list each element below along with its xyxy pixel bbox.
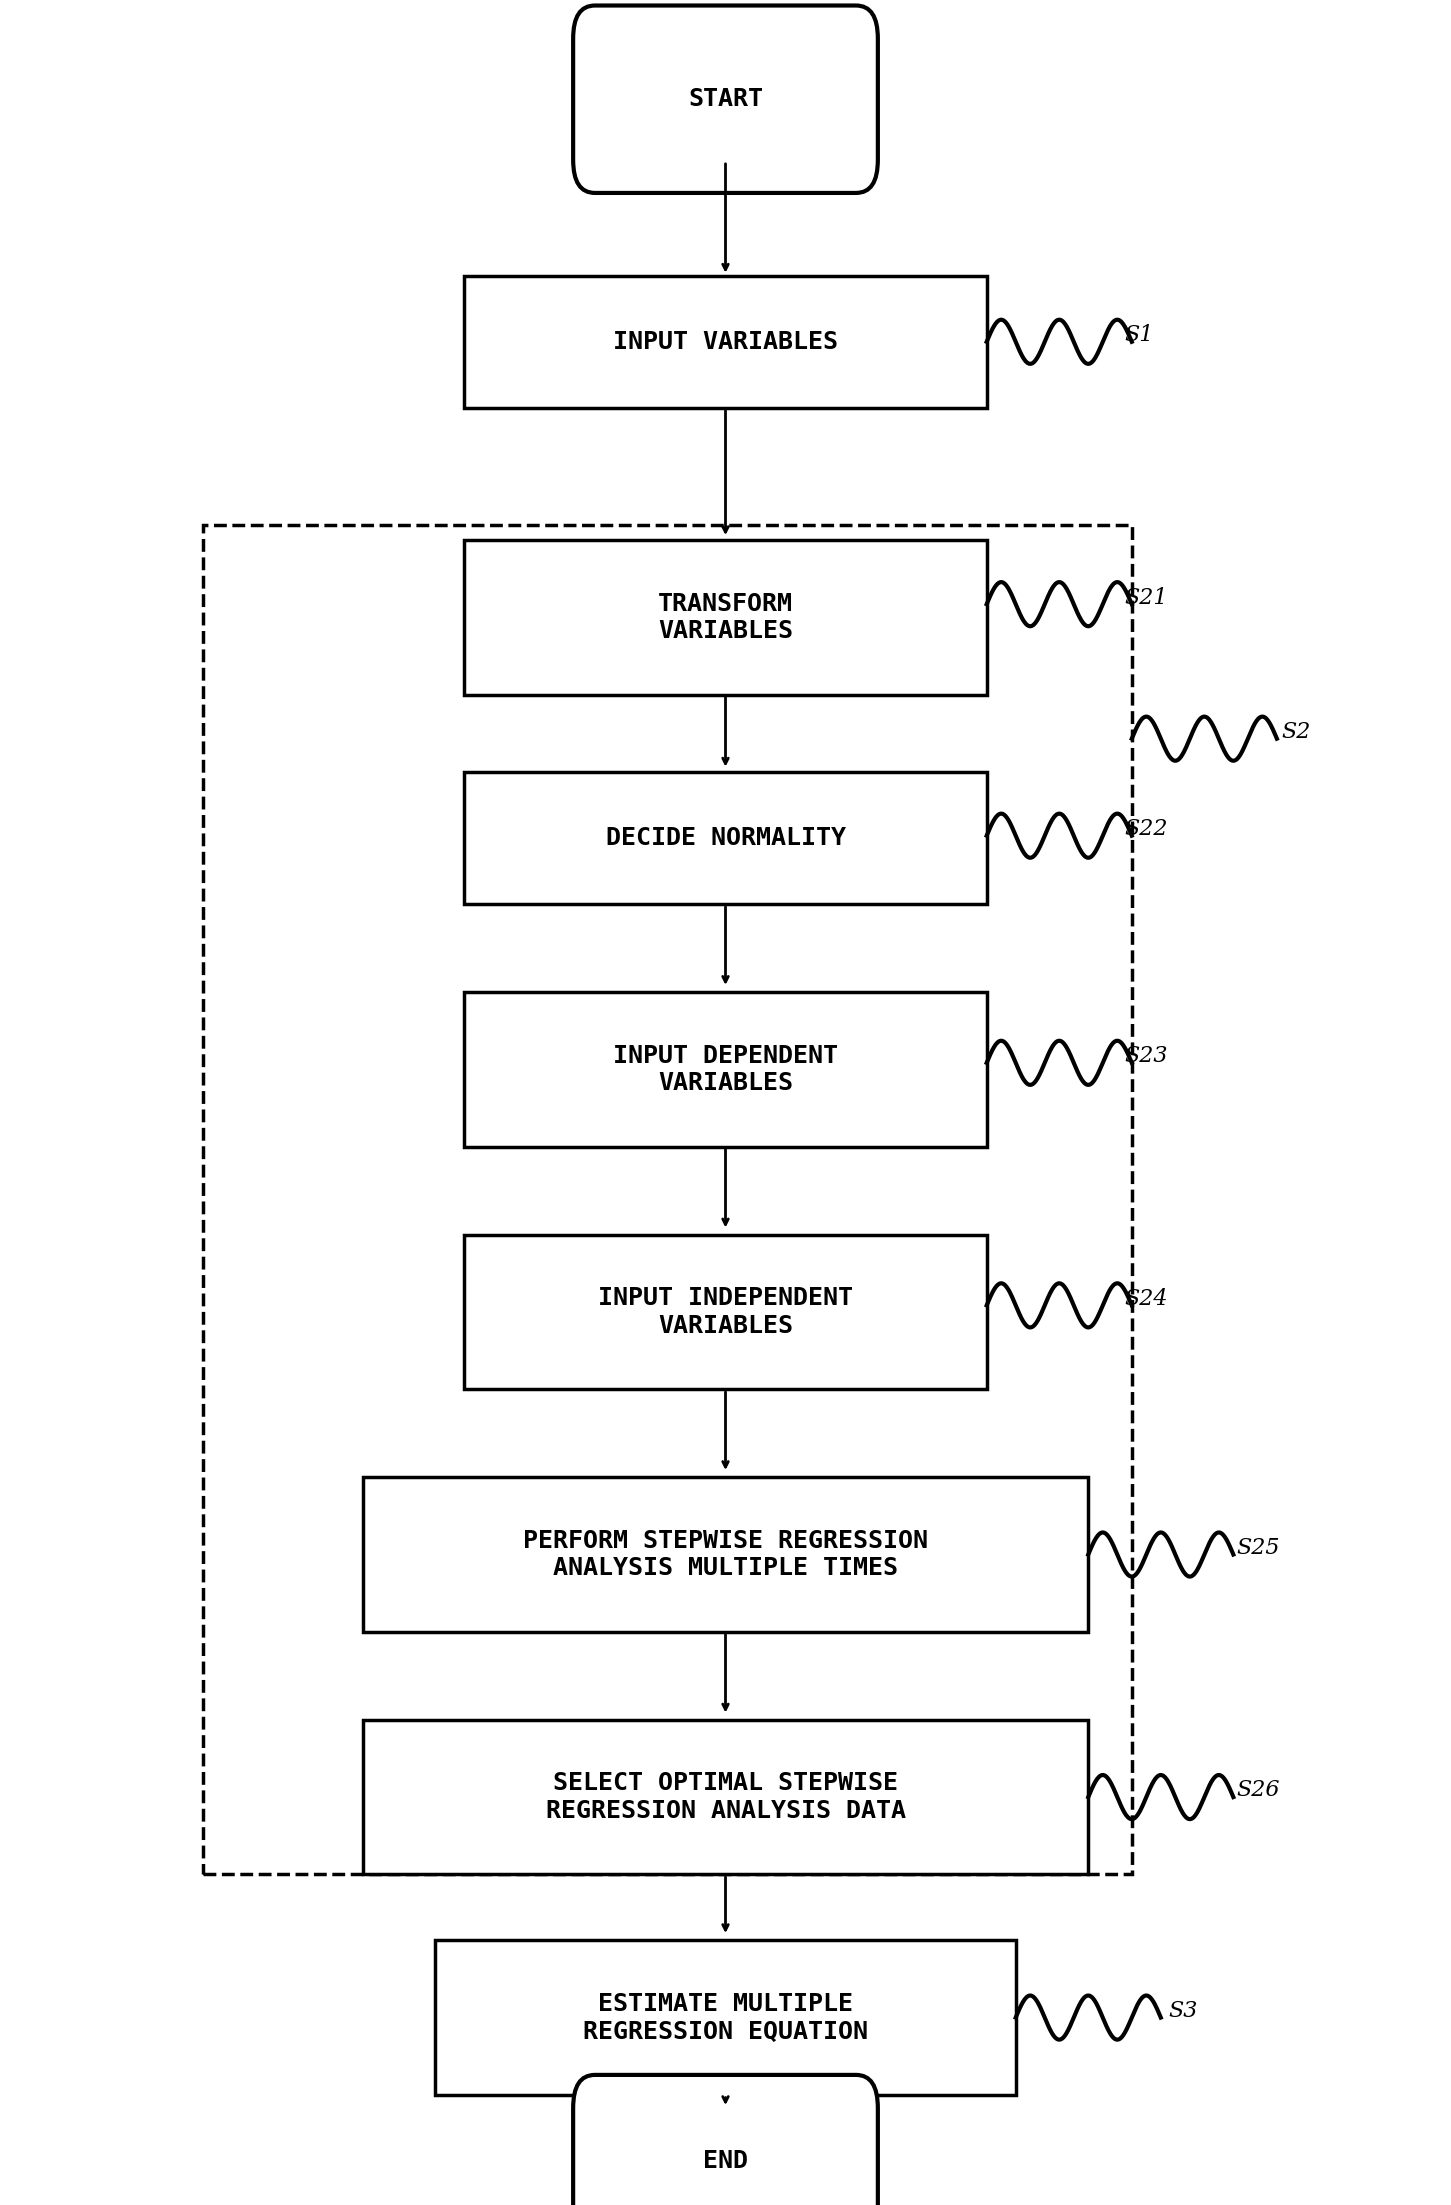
Text: S1: S1 — [1125, 324, 1154, 346]
FancyBboxPatch shape — [573, 7, 878, 194]
Text: SELECT OPTIMAL STEPWISE
REGRESSION ANALYSIS DATA: SELECT OPTIMAL STEPWISE REGRESSION ANALY… — [546, 1771, 905, 1824]
Text: PERFORM STEPWISE REGRESSION
ANALYSIS MULTIPLE TIMES: PERFORM STEPWISE REGRESSION ANALYSIS MUL… — [522, 1528, 929, 1581]
FancyBboxPatch shape — [464, 992, 987, 1147]
Text: S23: S23 — [1125, 1045, 1168, 1067]
Text: S3: S3 — [1168, 2000, 1197, 2022]
Text: START: START — [688, 88, 763, 110]
FancyBboxPatch shape — [363, 1720, 1088, 1874]
Bar — [203, 525, 1132, 1874]
Text: INPUT VARIABLES: INPUT VARIABLES — [612, 331, 839, 353]
FancyBboxPatch shape — [464, 772, 987, 904]
FancyBboxPatch shape — [464, 1235, 987, 1389]
Text: INPUT DEPENDENT
VARIABLES: INPUT DEPENDENT VARIABLES — [612, 1043, 839, 1096]
Text: S22: S22 — [1125, 818, 1168, 840]
Text: DECIDE NORMALITY: DECIDE NORMALITY — [605, 827, 846, 849]
Text: S24: S24 — [1125, 1288, 1168, 1310]
Text: INPUT INDEPENDENT
VARIABLES: INPUT INDEPENDENT VARIABLES — [598, 1286, 853, 1338]
Text: S26: S26 — [1236, 1779, 1280, 1801]
FancyBboxPatch shape — [573, 2075, 878, 2205]
FancyBboxPatch shape — [363, 1477, 1088, 1632]
FancyBboxPatch shape — [435, 1940, 1016, 2095]
Text: TRANSFORM
VARIABLES: TRANSFORM VARIABLES — [657, 591, 794, 644]
Text: S2: S2 — [1281, 721, 1310, 743]
FancyBboxPatch shape — [464, 540, 987, 695]
Text: ESTIMATE MULTIPLE
REGRESSION EQUATION: ESTIMATE MULTIPLE REGRESSION EQUATION — [583, 1991, 868, 2044]
Text: END: END — [702, 2150, 749, 2172]
FancyBboxPatch shape — [464, 276, 987, 408]
Text: S25: S25 — [1236, 1537, 1280, 1559]
Text: S21: S21 — [1125, 587, 1168, 609]
